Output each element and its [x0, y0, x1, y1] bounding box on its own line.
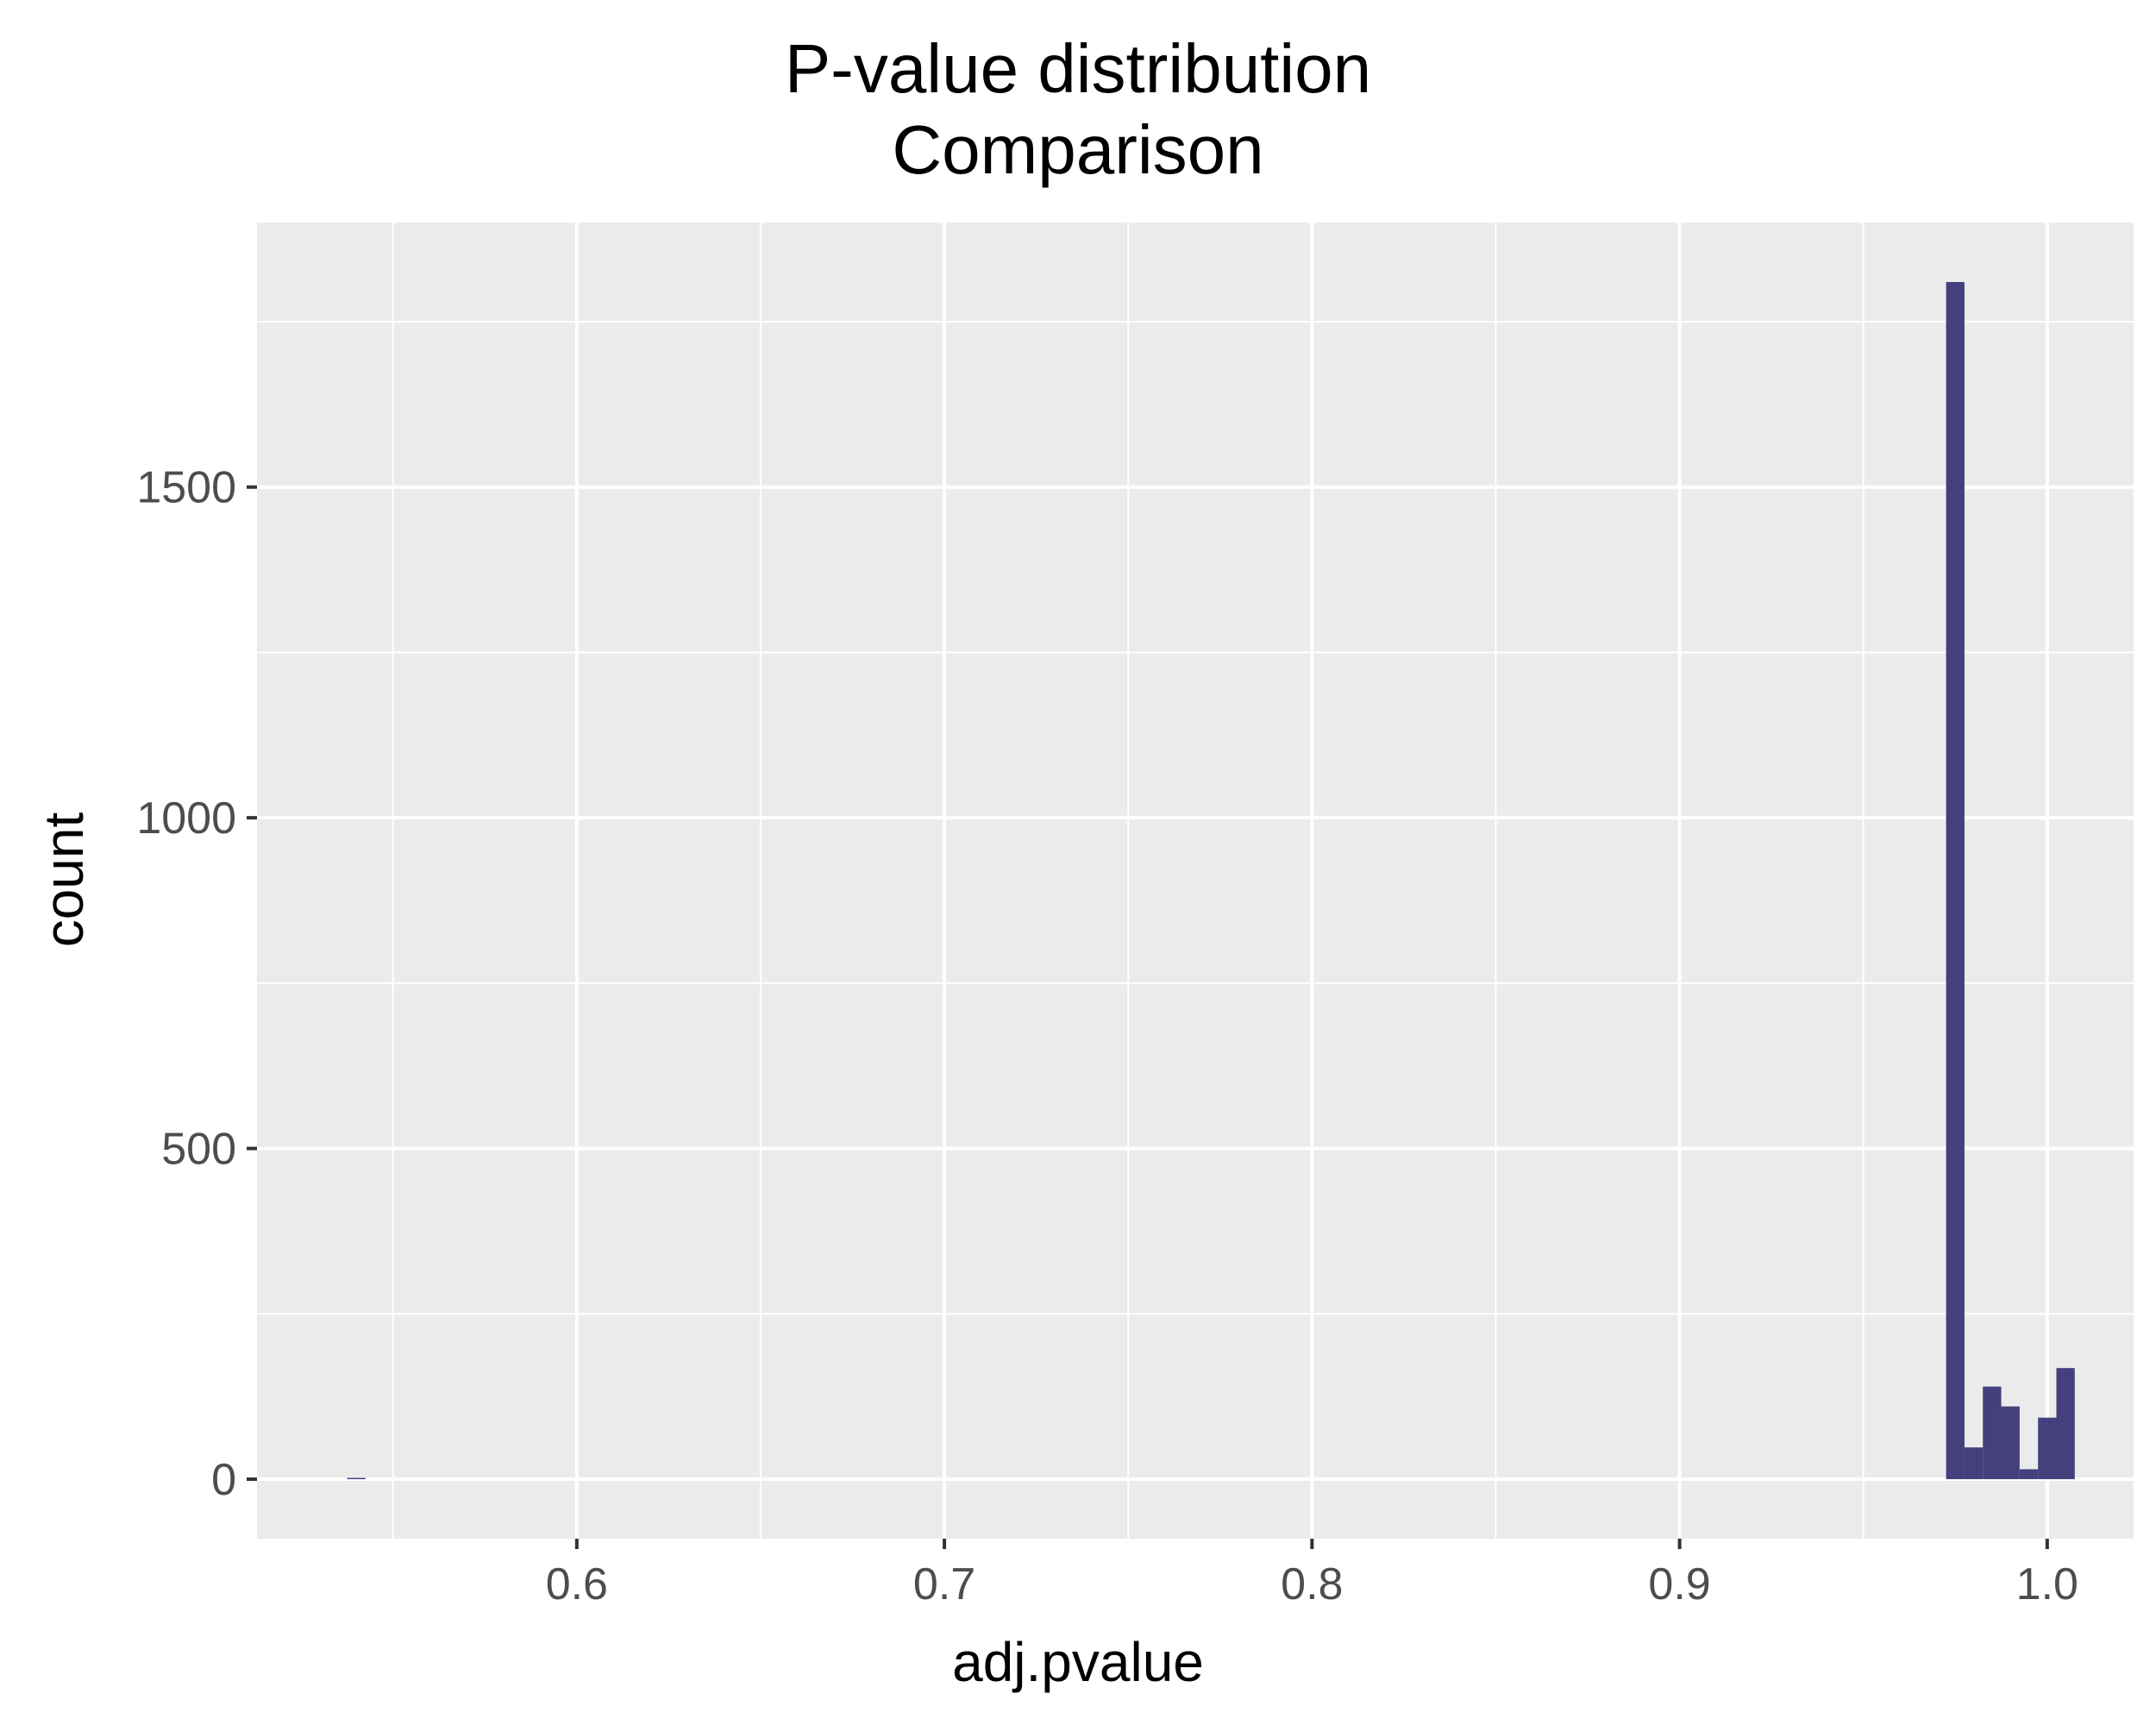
y-axis-title: count — [33, 812, 95, 948]
histogram-bar — [347, 1477, 366, 1479]
chart-title-line-2: Comparison — [892, 111, 1264, 188]
histogram-bar — [2019, 1469, 2039, 1479]
histogram-bar — [2001, 1406, 2020, 1479]
x-tick-label: 1.0 — [2016, 1559, 2078, 1609]
x-tick-label: 0.6 — [546, 1559, 608, 1609]
x-tick-label: 0.9 — [1648, 1559, 1710, 1609]
histogram-bar — [2056, 1368, 2075, 1479]
y-tick-label: 1500 — [136, 463, 236, 513]
histogram-bar — [1983, 1386, 2002, 1479]
x-tick-label: 0.8 — [1281, 1559, 1343, 1609]
y-tick-label: 1000 — [136, 794, 236, 844]
histogram-bar — [2038, 1417, 2057, 1479]
chart-title-line-1: P-value distribution — [784, 30, 1372, 107]
y-tick-label: 0 — [211, 1455, 236, 1505]
y-tick-label: 500 — [161, 1125, 236, 1175]
x-axis-title: adj.pvalue — [952, 1631, 1204, 1693]
histogram-bar — [1946, 282, 1965, 1479]
histogram-bar — [1964, 1447, 1984, 1479]
plot-panel — [257, 223, 2134, 1539]
x-tick-label: 0.7 — [913, 1559, 975, 1609]
